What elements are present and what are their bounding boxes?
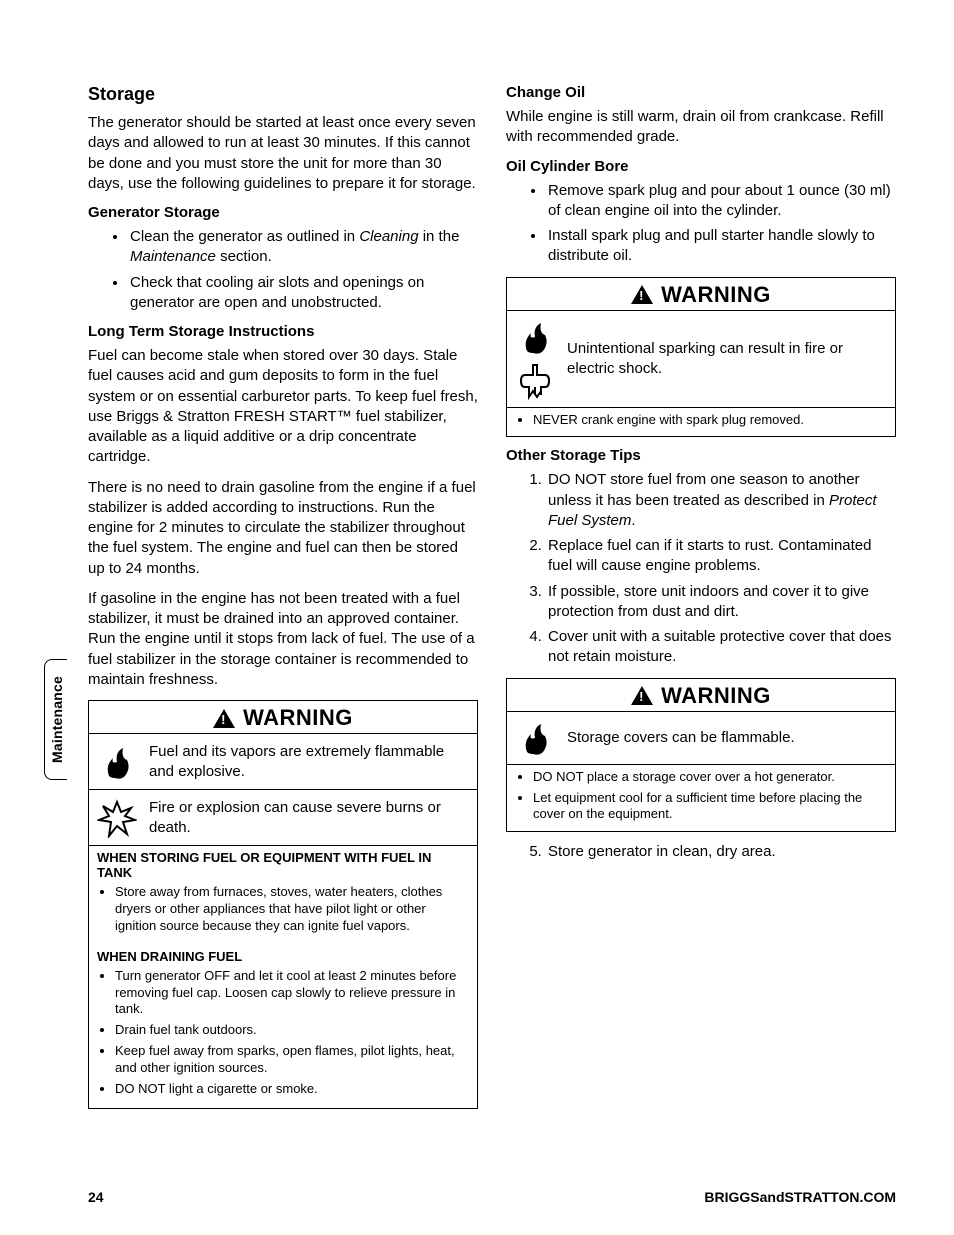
warning-header: WARNING — [507, 679, 895, 712]
list-item: DO NOT light a cigarette or smoke. — [115, 1081, 467, 1098]
long-term-heading: Long Term Storage Instructions — [88, 323, 478, 340]
list-item: Replace fuel can if it starts to rust. C… — [546, 536, 896, 577]
list-item: Remove spark plug and pour about 1 ounce… — [546, 181, 896, 222]
body-text: Fuel can become stale when stored over 3… — [88, 346, 478, 468]
warning-header: WARNING — [507, 278, 895, 311]
generator-storage-heading: Generator Storage — [88, 204, 478, 221]
list-item: Let equipment cool for a sufficient time… — [533, 790, 885, 824]
list-item: DO NOT place a storage cover over a hot … — [533, 769, 885, 786]
change-oil-heading: Change Oil — [506, 84, 896, 101]
body-text: If gasoline in the engine has not been t… — [88, 589, 478, 690]
warning-header: WARNING — [89, 701, 477, 734]
warning-row: Fire or explosion can cause severe burns… — [89, 790, 477, 846]
right-column: Change Oil While engine is still warm, d… — [506, 84, 896, 1119]
left-column: Storage The generator should be started … — [58, 84, 478, 1119]
list-item: Store away from furnaces, stoves, water … — [115, 884, 467, 935]
warning-box-spark: WARNING Unintentional sparking can resul… — [506, 277, 896, 438]
storage-intro: The generator should be started at least… — [88, 113, 478, 194]
warning-label: WARNING — [243, 705, 353, 731]
oil-cylinder-heading: Oil Cylinder Bore — [506, 158, 896, 175]
body-text: There is no need to drain gasoline from … — [88, 478, 478, 579]
warning-label: WARNING — [661, 282, 771, 308]
list-item: Check that cooling air slots and opening… — [128, 273, 478, 314]
warning-label: WARNING — [661, 683, 771, 709]
warning-row: Storage covers can be flammable. — [507, 712, 895, 765]
warning-box-fuel: WARNING Fuel and its vapors are extremel… — [88, 700, 478, 1109]
warning-row: Unintentional sparking can result in fir… — [507, 311, 895, 408]
list-item: DO NOT store fuel from one season to ano… — [546, 470, 896, 531]
list-item: NEVER crank engine with spark plug remov… — [533, 412, 885, 429]
list-item: If possible, store unit indoors and cove… — [546, 582, 896, 623]
other-tips-list-cont: Store generator in clean, dry area. — [506, 842, 896, 862]
warning-triangle-icon — [213, 709, 235, 728]
list-item: Store generator in clean, dry area. — [546, 842, 896, 862]
warning-list: DO NOT place a storage cover over a hot … — [507, 765, 895, 832]
footer-site: BRIGGSandSTRATTON.COM — [704, 1189, 896, 1205]
section-side-tab: Maintenance — [44, 659, 67, 780]
warning-box-cover: WARNING Storage covers can be flammable.… — [506, 678, 896, 833]
body-text: While engine is still warm, drain oil fr… — [506, 107, 896, 148]
explosion-icon — [89, 790, 145, 845]
list-item: Cover unit with a suitable protective co… — [546, 627, 896, 668]
fire-icon — [89, 734, 145, 789]
warning-row: Fuel and its vapors are extremely flamma… — [89, 734, 477, 790]
list-item: Install spark plug and pull starter hand… — [546, 226, 896, 267]
warning-sub-heading: WHEN DRAINING FUEL — [89, 945, 477, 966]
page-number: 24 — [88, 1189, 104, 1205]
warning-triangle-icon — [631, 285, 653, 304]
other-tips-heading: Other Storage Tips — [506, 447, 896, 464]
warning-subsection: WHEN STORING FUEL OR EQUIPMENT WITH FUEL… — [89, 846, 477, 1108]
page-footer: 24 BRIGGSandSTRATTON.COM — [88, 1189, 896, 1205]
oil-cylinder-list: Remove spark plug and pour about 1 ounce… — [506, 181, 896, 267]
list-item: Keep fuel away from sparks, open flames,… — [115, 1043, 467, 1077]
warning-list: NEVER crank engine with spark plug remov… — [507, 408, 895, 437]
warning-text: Fire or explosion can cause severe burns… — [145, 790, 477, 845]
storage-heading: Storage — [88, 84, 478, 105]
list-item: Drain fuel tank outdoors. — [115, 1022, 467, 1039]
warning-list: Store away from furnaces, stoves, water … — [89, 882, 477, 945]
fire-icon — [507, 712, 563, 764]
generator-storage-list: Clean the generator as outlined in Clean… — [88, 227, 478, 313]
warning-text: Fuel and its vapors are extremely flamma… — [145, 734, 477, 789]
warning-text: Unintentional sparking can result in fir… — [563, 311, 895, 407]
list-item: Clean the generator as outlined in Clean… — [128, 227, 478, 268]
warning-text: Storage covers can be flammable. — [563, 712, 895, 764]
warning-triangle-icon — [631, 686, 653, 705]
hazard-icons — [507, 311, 563, 407]
list-item: Turn generator OFF and let it cool at le… — [115, 968, 467, 1019]
other-tips-list: DO NOT store fuel from one season to ano… — [506, 470, 896, 667]
page-content: Storage The generator should be started … — [0, 0, 954, 1159]
warning-sub-heading: WHEN STORING FUEL OR EQUIPMENT WITH FUEL… — [89, 846, 477, 882]
warning-list: Turn generator OFF and let it cool at le… — [89, 966, 477, 1108]
